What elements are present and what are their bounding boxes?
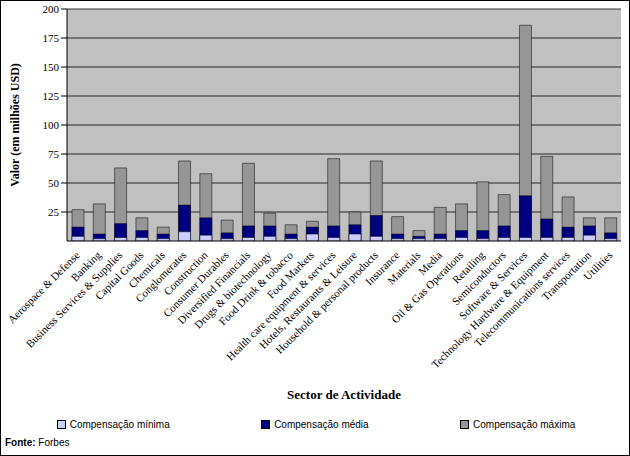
svg-text:Utilities: Utilities [581, 249, 615, 283]
svg-text:Valor (em milhões USD): Valor (em milhões USD) [8, 63, 22, 187]
svg-text:50: 50 [48, 177, 60, 189]
svg-text:Consumer Durables: Consumer Durables [160, 248, 232, 320]
svg-text:150: 150 [43, 61, 60, 73]
svg-text:Business Services & Supplies: Business Services & Supplies [23, 249, 124, 350]
svg-text:Conglomerates: Conglomerates [132, 248, 189, 305]
svg-text:Health care equipment & servic: Health care equipment & services [223, 248, 338, 363]
svg-text:Insurance: Insurance [362, 248, 402, 288]
html-text:Compensação máxima: Compensação máxima [473, 419, 576, 430]
svg-text:Retailing: Retailing [449, 248, 487, 286]
svg-text:Chemicals: Chemicals [125, 248, 168, 291]
svg-text:Food Drink & tobacco: Food Drink & tobacco [216, 248, 295, 328]
svg-text:Telecommunications services: Telecommunications services [472, 249, 572, 349]
svg-text:Drugs & biotechnology: Drugs & biotechnology [191, 248, 274, 331]
svg-text:Banking: Banking [68, 248, 104, 284]
svg-text:Hotels, Restaurants & Leisure: Hotels, Restaurants & Leisure [257, 249, 359, 351]
svg-text:Construction: Construction [161, 248, 210, 298]
html-text:Compensação média: Compensação média [274, 419, 369, 430]
svg-text:Capital Goods: Capital Goods [92, 248, 146, 302]
svg-text:175: 175 [43, 32, 60, 44]
svg-text:Software & Services: Software & Services [456, 248, 530, 322]
svg-text:Semiconductors: Semiconductors [449, 248, 509, 308]
html-text:Compensação mínima: Compensação mínima [69, 419, 170, 430]
svg-text:Food Markets: Food Markets [264, 248, 317, 301]
svg-text:200: 200 [43, 3, 60, 15]
svg-text:Household & personal products: Household & personal products [273, 249, 380, 356]
svg-text:75: 75 [48, 148, 60, 160]
html-text:Sector de Actividade: Sector de Actividade [287, 387, 401, 402]
svg-text:100: 100 [43, 119, 60, 131]
svg-text:Media: Media [415, 248, 445, 278]
svg-text:Aerospace & Defense: Aerospace & Defense [8, 249, 82, 326]
svg-text:Materials: Materials [385, 248, 423, 287]
svg-text:Diversified Financials: Diversified Financials [175, 248, 253, 327]
svg-text:Transportation: Transportation [539, 248, 594, 303]
svg-text:Technology Hardware & Equipmen: Technology Hardware & Equipment [429, 249, 551, 371]
html-text:Fonte: Forbes: Fonte: Forbes [5, 437, 70, 448]
svg-text:25: 25 [48, 206, 60, 218]
svg-text:Oil & Gas Operations: Oil & Gas Operations [389, 249, 466, 326]
svg-text:125: 125 [43, 90, 60, 102]
